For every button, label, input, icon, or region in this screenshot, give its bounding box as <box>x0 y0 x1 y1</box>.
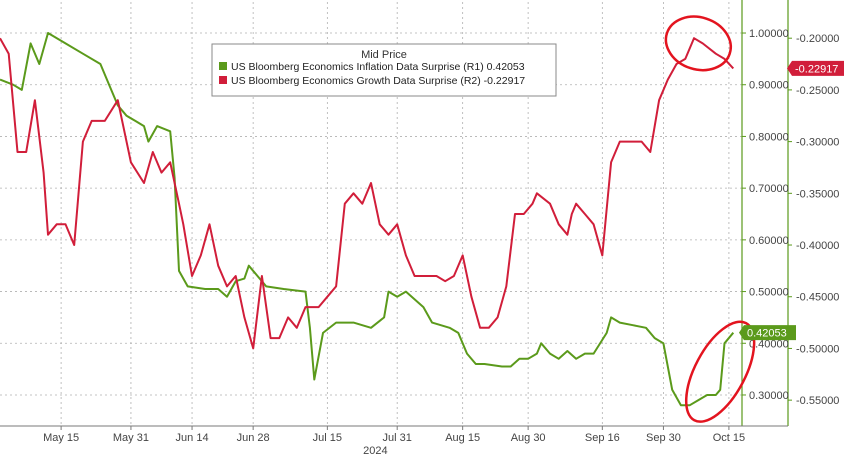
x-tick-label: Jul 15 <box>313 432 342 444</box>
annotation-layer <box>664 15 756 423</box>
r2-tick-label: -0.55000 <box>796 395 839 407</box>
x-tick-label: Sep 30 <box>646 432 681 444</box>
r2-tick-label: -0.20000 <box>796 33 839 45</box>
growth-series-line <box>0 37 735 350</box>
legend-title: Mid Price <box>361 49 407 61</box>
x-tick-label: Aug 15 <box>445 432 480 444</box>
r1-tick-label: 0.50000 <box>749 287 789 299</box>
r2-tick-label: -0.35000 <box>796 188 839 200</box>
value-tag-text-inflation: 0.42053 <box>747 328 787 340</box>
r1-tick-label: 0.30000 <box>749 390 789 402</box>
x-tick-label: Aug 30 <box>511 432 546 444</box>
x-tick-label: Sep 16 <box>585 432 620 444</box>
r2-tick-label: -0.25000 <box>796 85 839 97</box>
annotation-circle-inflation <box>684 320 756 423</box>
r1-tick-label: 0.60000 <box>749 235 789 247</box>
series-layer <box>0 32 735 407</box>
x-tick-label: Oct 15 <box>713 432 745 444</box>
legend-box <box>211 43 557 97</box>
r1-tick-label: 0.90000 <box>749 80 789 92</box>
x-tick-label: May 15 <box>43 432 79 444</box>
legend-swatch <box>219 76 227 84</box>
grid <box>0 2 742 426</box>
value-tag-growth <box>787 60 844 76</box>
r2-tick-label: -0.30000 <box>796 137 839 149</box>
x-tick-label: May 31 <box>113 432 149 444</box>
legend-entry: US Bloomberg Economics Growth Data Surpr… <box>231 75 525 87</box>
x-tick-label: Jun 28 <box>237 432 270 444</box>
value-tag-text-growth: -0.22917 <box>795 63 838 75</box>
r2-tick-label: -0.40000 <box>796 240 839 252</box>
r2-tick-label: -0.50000 <box>796 343 839 355</box>
x-year-label: 2024 <box>363 445 387 456</box>
inflation-series-line <box>0 32 735 407</box>
annotation-circle-growth <box>664 15 732 72</box>
legend-swatch <box>219 62 227 70</box>
x-tick-label: Jun 14 <box>176 432 209 444</box>
r1-tick-label: 0.80000 <box>749 131 789 143</box>
r1-tick-label: 1.00000 <box>749 28 789 40</box>
value-tag-inflation <box>739 325 796 341</box>
x-tick-label: Jul 31 <box>383 432 412 444</box>
last-value-tags: -0.22917 0.42053 <box>739 60 844 341</box>
r1-tick-label: 0.40000 <box>749 338 789 350</box>
legend-entry: US Bloomberg Economics Inflation Data Su… <box>231 61 525 73</box>
r1-tick-label: 0.70000 <box>749 183 789 195</box>
r2-tick-label: -0.45000 <box>796 292 839 304</box>
